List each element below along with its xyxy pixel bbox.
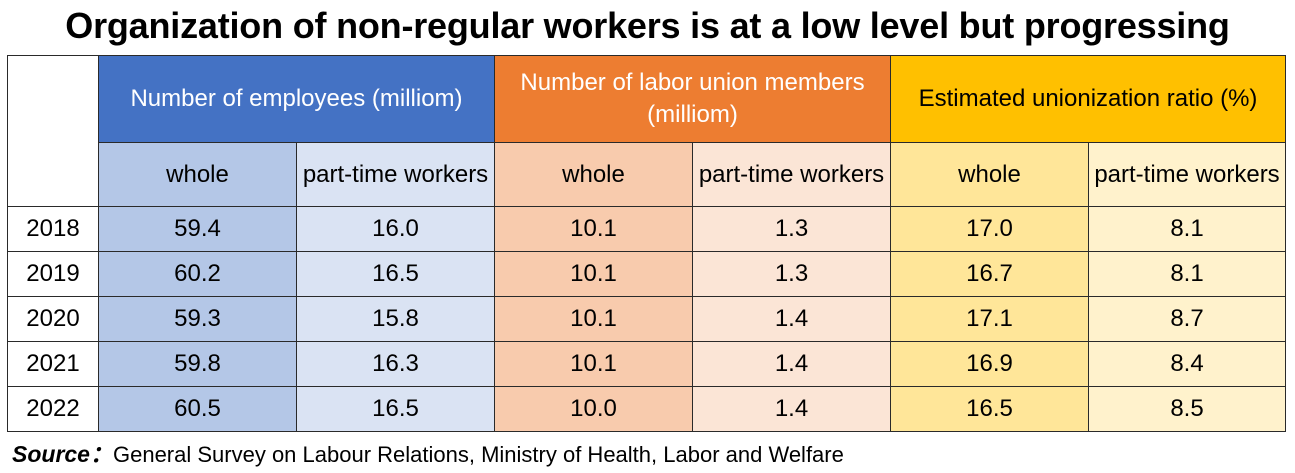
year-cell: 2018 [7, 206, 99, 252]
value-cell: 16.3 [296, 341, 495, 387]
subheader-cell: whole [890, 142, 1089, 207]
value-cell: 10.1 [494, 296, 693, 342]
source-separator: ： [89, 441, 113, 467]
corner-cell [7, 55, 99, 207]
value-cell: 16.0 [296, 206, 495, 252]
value-cell: 1.4 [692, 296, 891, 342]
value-cell: 59.4 [98, 206, 297, 252]
value-cell: 10.1 [494, 206, 693, 252]
value-cell: 60.5 [98, 386, 297, 432]
value-cell: 16.7 [890, 251, 1089, 297]
value-cell: 10.1 [494, 251, 693, 297]
year-cell: 2019 [7, 251, 99, 297]
value-cell: 15.8 [296, 296, 495, 342]
page-title: Organization of non-regular workers is a… [65, 5, 1230, 46]
subheader-cell: part-time workers [1087, 142, 1287, 207]
table-row: 2019 60.2 16.5 10.1 1.3 16.7 8.1 [7, 251, 1287, 297]
source-label: Source [12, 441, 90, 467]
subheader-cell: part-time workers [296, 142, 495, 207]
group-header-unionization-ratio: Estimated unionization ratio (%) [889, 55, 1287, 143]
subheader-cell: whole [494, 142, 693, 207]
value-cell: 1.3 [692, 251, 891, 297]
value-cell: 59.3 [98, 296, 297, 342]
value-cell: 1.4 [692, 386, 891, 432]
year-cell: 2021 [7, 341, 99, 387]
value-cell: 10.1 [494, 341, 693, 387]
year-cell: 2020 [7, 296, 99, 342]
value-cell: 17.1 [890, 296, 1089, 342]
group-header-union-members: Number of labor union members (milliom) [494, 55, 891, 143]
value-cell: 60.2 [98, 251, 297, 297]
data-table: Number of employees (milliom) Number of … [7, 55, 1287, 432]
value-cell: 16.5 [296, 251, 495, 297]
source-note: Source：General Survey on Labour Relation… [12, 440, 844, 469]
source-text: General Survey on Labour Relations, Mini… [112, 442, 844, 467]
table-row: 2020 59.3 15.8 10.1 1.4 17.1 8.7 [7, 296, 1287, 342]
subheader-row: whole part-time workers whole part-time … [8, 142, 1287, 207]
value-cell: 17.0 [890, 206, 1089, 252]
value-cell: 59.8 [98, 341, 297, 387]
value-cell: 8.7 [1087, 296, 1287, 342]
table-row: 2021 59.8 16.3 10.1 1.4 16.9 8.4 [7, 341, 1287, 387]
table-row: 2022 60.5 16.5 10.0 1.4 16.5 8.5 [7, 386, 1287, 432]
value-cell: 10.0 [494, 386, 693, 432]
value-cell: 1.3 [692, 206, 891, 252]
table-body: 2018 59.4 16.0 10.1 1.3 17.0 8.1 2019 60.2 16.5 10… [7, 206, 1287, 432]
subheader-cell: whole [98, 142, 297, 207]
value-cell: 16.5 [296, 386, 495, 432]
group-header-employees: Number of employees (milliom) [98, 55, 495, 143]
year-cell: 2022 [7, 386, 99, 432]
value-cell: 8.4 [1087, 341, 1287, 387]
value-cell: 8.1 [1087, 251, 1287, 297]
value-cell: 8.5 [1087, 386, 1287, 432]
value-cell: 16.9 [890, 341, 1089, 387]
value-cell: 8.1 [1087, 206, 1287, 252]
group-header-row: Number of employees (milliom) Number of … [7, 55, 1287, 207]
value-cell: 1.4 [692, 341, 891, 387]
table-row: 2018 59.4 16.0 10.1 1.3 17.0 8.1 [7, 206, 1287, 252]
value-cell: 16.5 [890, 386, 1089, 432]
subheader-cell: part-time workers [692, 142, 891, 207]
